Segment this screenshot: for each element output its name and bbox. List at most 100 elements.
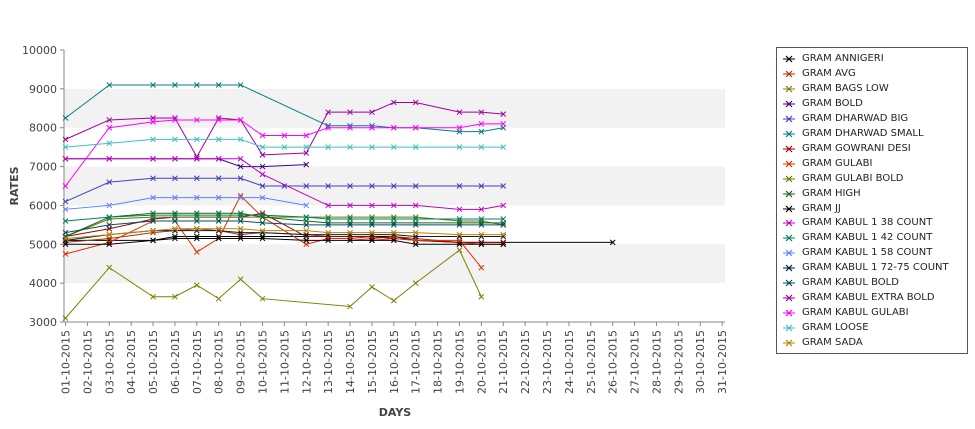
x-tick-label: 02-10-2015 [81, 330, 94, 394]
legend-marker-icon [783, 249, 795, 257]
data-point [303, 227, 310, 234]
x-tick-label: 04-10-2015 [125, 330, 138, 394]
data-point [456, 109, 463, 116]
x-axis-label: DAYS [379, 406, 412, 419]
data-point [215, 235, 222, 242]
data-point [172, 293, 178, 300]
data-point [193, 82, 200, 88]
data-point [259, 183, 266, 189]
data-point [150, 218, 156, 224]
legend-item: GRAM DHARWAD SMALL [777, 127, 967, 142]
y-axis: 3000 4000 5000 6000 7000 8000 9000 10000 [22, 44, 65, 329]
legend-label: GRAM AVG [802, 67, 856, 79]
data-point [62, 229, 69, 236]
x-tick-label: 09-10-2015 [235, 330, 248, 394]
series-gram-dharwad-small [62, 82, 507, 135]
data-point [478, 231, 485, 238]
data-point [325, 237, 332, 244]
series-gram-kabul-bold [62, 218, 507, 236]
data-point [281, 144, 288, 150]
x-tick-label: 16-10-2015 [388, 330, 401, 394]
data-point [500, 111, 507, 117]
legend-label: GRAM LOOSE [802, 322, 869, 334]
data-point [215, 155, 222, 162]
data-point [172, 218, 178, 224]
data-point [150, 237, 156, 244]
legend-item: GRAM SADA [777, 336, 967, 351]
legend-label: GRAM KABUL 1 42 COUNT [802, 232, 933, 244]
legend-marker-icon [783, 85, 795, 93]
data-point [172, 117, 178, 123]
data-point [237, 194, 244, 201]
x-tick-label: 19-10-2015 [453, 330, 466, 394]
data-point [193, 154, 200, 160]
legend-item: GRAM LOOSE [777, 321, 967, 336]
legend-item: GRAM KABUL 1 72-75 COUNT [777, 261, 967, 276]
y-tick-label: 4000 [29, 277, 57, 290]
data-point [412, 183, 419, 189]
data-point [237, 218, 244, 224]
series-gram-kabul-1-42-count [62, 212, 507, 224]
data-point [325, 229, 332, 236]
data-point [150, 227, 156, 234]
legend-marker-icon [783, 175, 795, 183]
data-point [325, 202, 332, 209]
x-tick-label: 01-10-2015 [60, 330, 73, 394]
data-point [390, 99, 397, 106]
legend-label: GRAM BAGS LOW [802, 82, 889, 94]
data-point [325, 144, 332, 150]
data-point [172, 175, 178, 182]
data-point [237, 117, 244, 123]
data-point [325, 109, 332, 116]
data-point [237, 136, 244, 143]
y-tick-label: 10000 [22, 44, 57, 57]
data-point [150, 119, 156, 125]
data-point [150, 212, 156, 218]
data-point [106, 264, 113, 271]
data-point [193, 117, 200, 123]
data-point [193, 249, 200, 255]
data-point [390, 237, 397, 244]
data-point [106, 140, 113, 147]
x-tick-label: 24-10-2015 [563, 330, 576, 394]
data-point [478, 241, 485, 248]
line-chart: 3000 4000 5000 6000 7000 8000 9000 10000 01-10-… [8, 44, 729, 419]
data-point [478, 206, 485, 213]
data-point [500, 202, 507, 209]
legend-item: GRAM GULABI [777, 157, 967, 172]
x-tick-label: 23-10-2015 [541, 330, 554, 394]
data-point [237, 163, 244, 170]
legend-label: GRAM GOWRANI DESI [802, 142, 911, 154]
data-point [412, 241, 419, 248]
x-tick-label: 05-10-2015 [147, 330, 160, 394]
legend-label: GRAM KABUL 1 72-75 COUNT [802, 262, 949, 274]
grid-band [64, 244, 725, 284]
series-gram-dharwad-big [62, 175, 507, 205]
data-point [193, 282, 200, 288]
data-point [62, 235, 69, 242]
legend-marker-icon [783, 205, 795, 212]
data-point [62, 115, 69, 121]
data-point [62, 198, 69, 205]
legend-item: GRAM KABUL BOLD [777, 276, 967, 291]
x-tick-label: 22-10-2015 [519, 330, 532, 394]
y-tick-label: 3000 [29, 316, 57, 329]
legend-label: GRAM KABUL 1 38 COUNT [802, 217, 933, 229]
data-point [390, 144, 397, 150]
data-point [369, 109, 375, 116]
data-point [347, 237, 353, 244]
series-line [65, 177, 504, 202]
legend-item: GRAM KABUL 1 58 COUNT [777, 246, 967, 261]
data-point [325, 222, 332, 228]
x-tick-label: 21-10-2015 [497, 330, 510, 394]
data-point [150, 136, 156, 143]
x-tick-label: 20-10-2015 [475, 330, 488, 394]
legend-marker-icon [783, 234, 795, 242]
data-point [172, 136, 178, 143]
legend-item: GRAM GOWRANI DESI [777, 142, 967, 157]
data-point [347, 183, 353, 189]
legend-marker-icon [783, 220, 795, 227]
data-point [500, 183, 507, 189]
legend-item: GRAM AVG [777, 67, 967, 82]
legend-marker-icon [783, 115, 795, 123]
